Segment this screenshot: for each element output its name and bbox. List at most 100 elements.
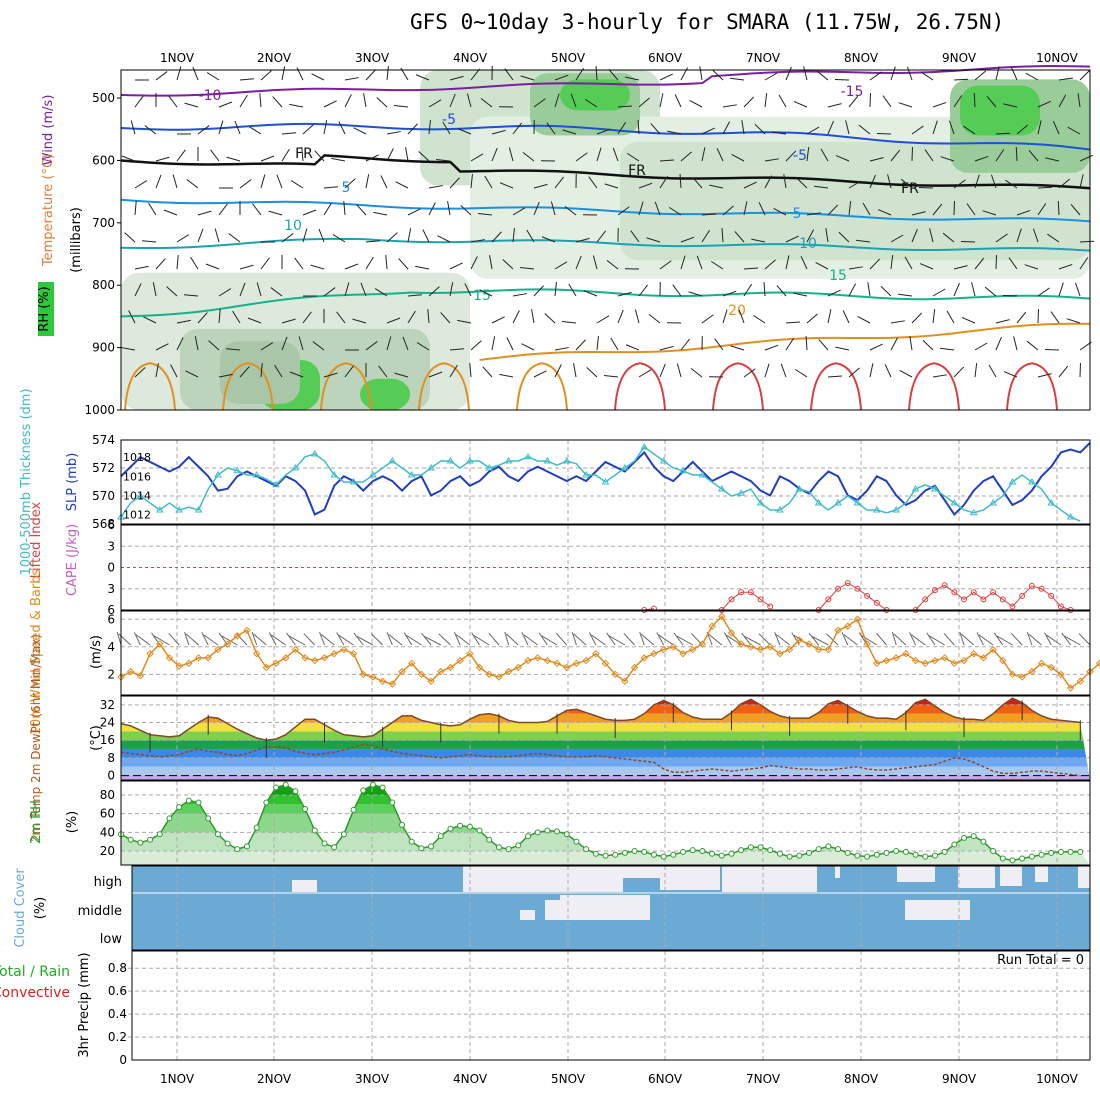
wind10m-barb	[791, 632, 800, 646]
wind10m-marker	[175, 662, 183, 670]
wind-barb	[256, 282, 262, 297]
lifted-index-marker	[1038, 585, 1045, 592]
wind10m-barb	[591, 634, 606, 646]
rh-shade	[560, 79, 630, 111]
wind10m-marker	[882, 656, 891, 665]
wind-barb	[1058, 365, 1069, 378]
rh2m-marker	[902, 848, 909, 855]
wind-barb	[260, 363, 263, 378]
wind-barb	[310, 264, 325, 270]
wind-barb	[352, 318, 367, 324]
wind-barb	[921, 71, 934, 81]
wind-barb	[596, 128, 611, 135]
wind10m-marker	[398, 667, 406, 676]
rh2m-marker	[844, 849, 851, 856]
wind-barb	[353, 127, 367, 135]
wind-barb	[550, 201, 556, 216]
wind10m-marker	[1086, 667, 1094, 676]
isotherm-15	[120, 288, 1091, 318]
wind-barb	[168, 95, 178, 108]
wind-barb	[128, 310, 136, 324]
temp-band	[121, 731, 1090, 741]
wind-barb	[1037, 186, 1053, 189]
panel-frame-stability	[120, 524, 1091, 611]
wind10m-marker	[146, 649, 154, 658]
rh2m-marker	[641, 848, 648, 855]
rh2m-marker	[369, 781, 376, 788]
wind10m-marker	[795, 636, 804, 644]
wind-barb	[457, 128, 472, 135]
wind-barb	[995, 132, 1011, 135]
rh2m-marker	[340, 831, 347, 838]
thickness-marker	[911, 485, 920, 492]
wind-barb	[294, 257, 304, 270]
rh2m-marker	[360, 787, 367, 794]
wind-barb	[166, 286, 178, 297]
rh2m-marker	[951, 841, 958, 848]
wind-barb	[606, 259, 619, 270]
wind-barb	[674, 94, 682, 108]
wind-barb	[638, 284, 649, 297]
wind-barb	[932, 288, 946, 297]
wind-barb	[625, 344, 640, 351]
wind-barb	[226, 348, 241, 351]
wind-barb	[134, 180, 148, 189]
wind10m-barb	[608, 635, 626, 646]
wind-barb	[752, 314, 766, 324]
cloud-level-label: low	[100, 932, 123, 947]
wind10m-marker	[940, 654, 949, 662]
x-tick-bottom: 9NOV	[942, 1072, 977, 1086]
wind-barb	[1058, 94, 1067, 108]
rh2m-marker	[776, 850, 783, 857]
wind-barb	[785, 337, 795, 351]
wind-barb	[722, 309, 728, 324]
rh2m-marker	[873, 851, 880, 858]
lifted-index-marker	[873, 599, 880, 606]
wind10m-marker	[282, 654, 290, 662]
wind-barb	[570, 93, 577, 108]
wind-barb	[743, 283, 753, 297]
wind10m-barb	[253, 633, 267, 646]
wind-barb	[995, 233, 1008, 243]
wind-barb	[281, 336, 288, 351]
wind-barb	[374, 288, 388, 297]
wind-barb	[508, 147, 514, 162]
wind-barb	[568, 283, 577, 297]
wind-barb	[422, 229, 430, 243]
wind-barb	[990, 174, 997, 189]
wind10m-marker	[466, 649, 474, 658]
wind10m-barb	[811, 635, 829, 646]
x-tick-bottom: 5NOV	[551, 1072, 586, 1086]
wind-barb	[176, 149, 186, 162]
wind-barb	[144, 125, 157, 135]
wind-barb	[176, 255, 179, 270]
wind-barb	[290, 180, 304, 189]
wind10m-barb	[976, 632, 984, 646]
warm-contour	[320, 362, 372, 411]
wind-barb	[499, 373, 514, 378]
wind-barb	[260, 70, 272, 81]
wind-barb	[701, 229, 711, 243]
wind10m-barb	[1063, 635, 1081, 646]
wind-barb	[512, 293, 527, 297]
x-tick-top: 1NOV	[160, 51, 195, 65]
cloud-clear-block	[463, 866, 623, 892]
thickness-marker	[427, 464, 435, 471]
wind-barb	[554, 176, 565, 189]
wind10m-marker	[165, 654, 174, 662]
wind-barb	[464, 283, 472, 297]
rh2m-marker	[282, 781, 289, 788]
warm-contour	[614, 362, 666, 411]
wind-barb	[764, 259, 776, 270]
wind-barb	[232, 310, 241, 324]
wind10m-marker	[524, 656, 532, 665]
rh2m-marker	[786, 853, 793, 860]
wind10m-marker	[999, 656, 1007, 665]
y-tick-precip: 0.6	[108, 984, 127, 998]
wind-barb	[134, 367, 146, 378]
thickness-marker	[252, 471, 261, 478]
panel-frame-precip	[131, 950, 1091, 1061]
wind-barb	[785, 66, 792, 81]
thickness-marker	[1047, 499, 1056, 506]
wind-barb	[899, 369, 913, 378]
